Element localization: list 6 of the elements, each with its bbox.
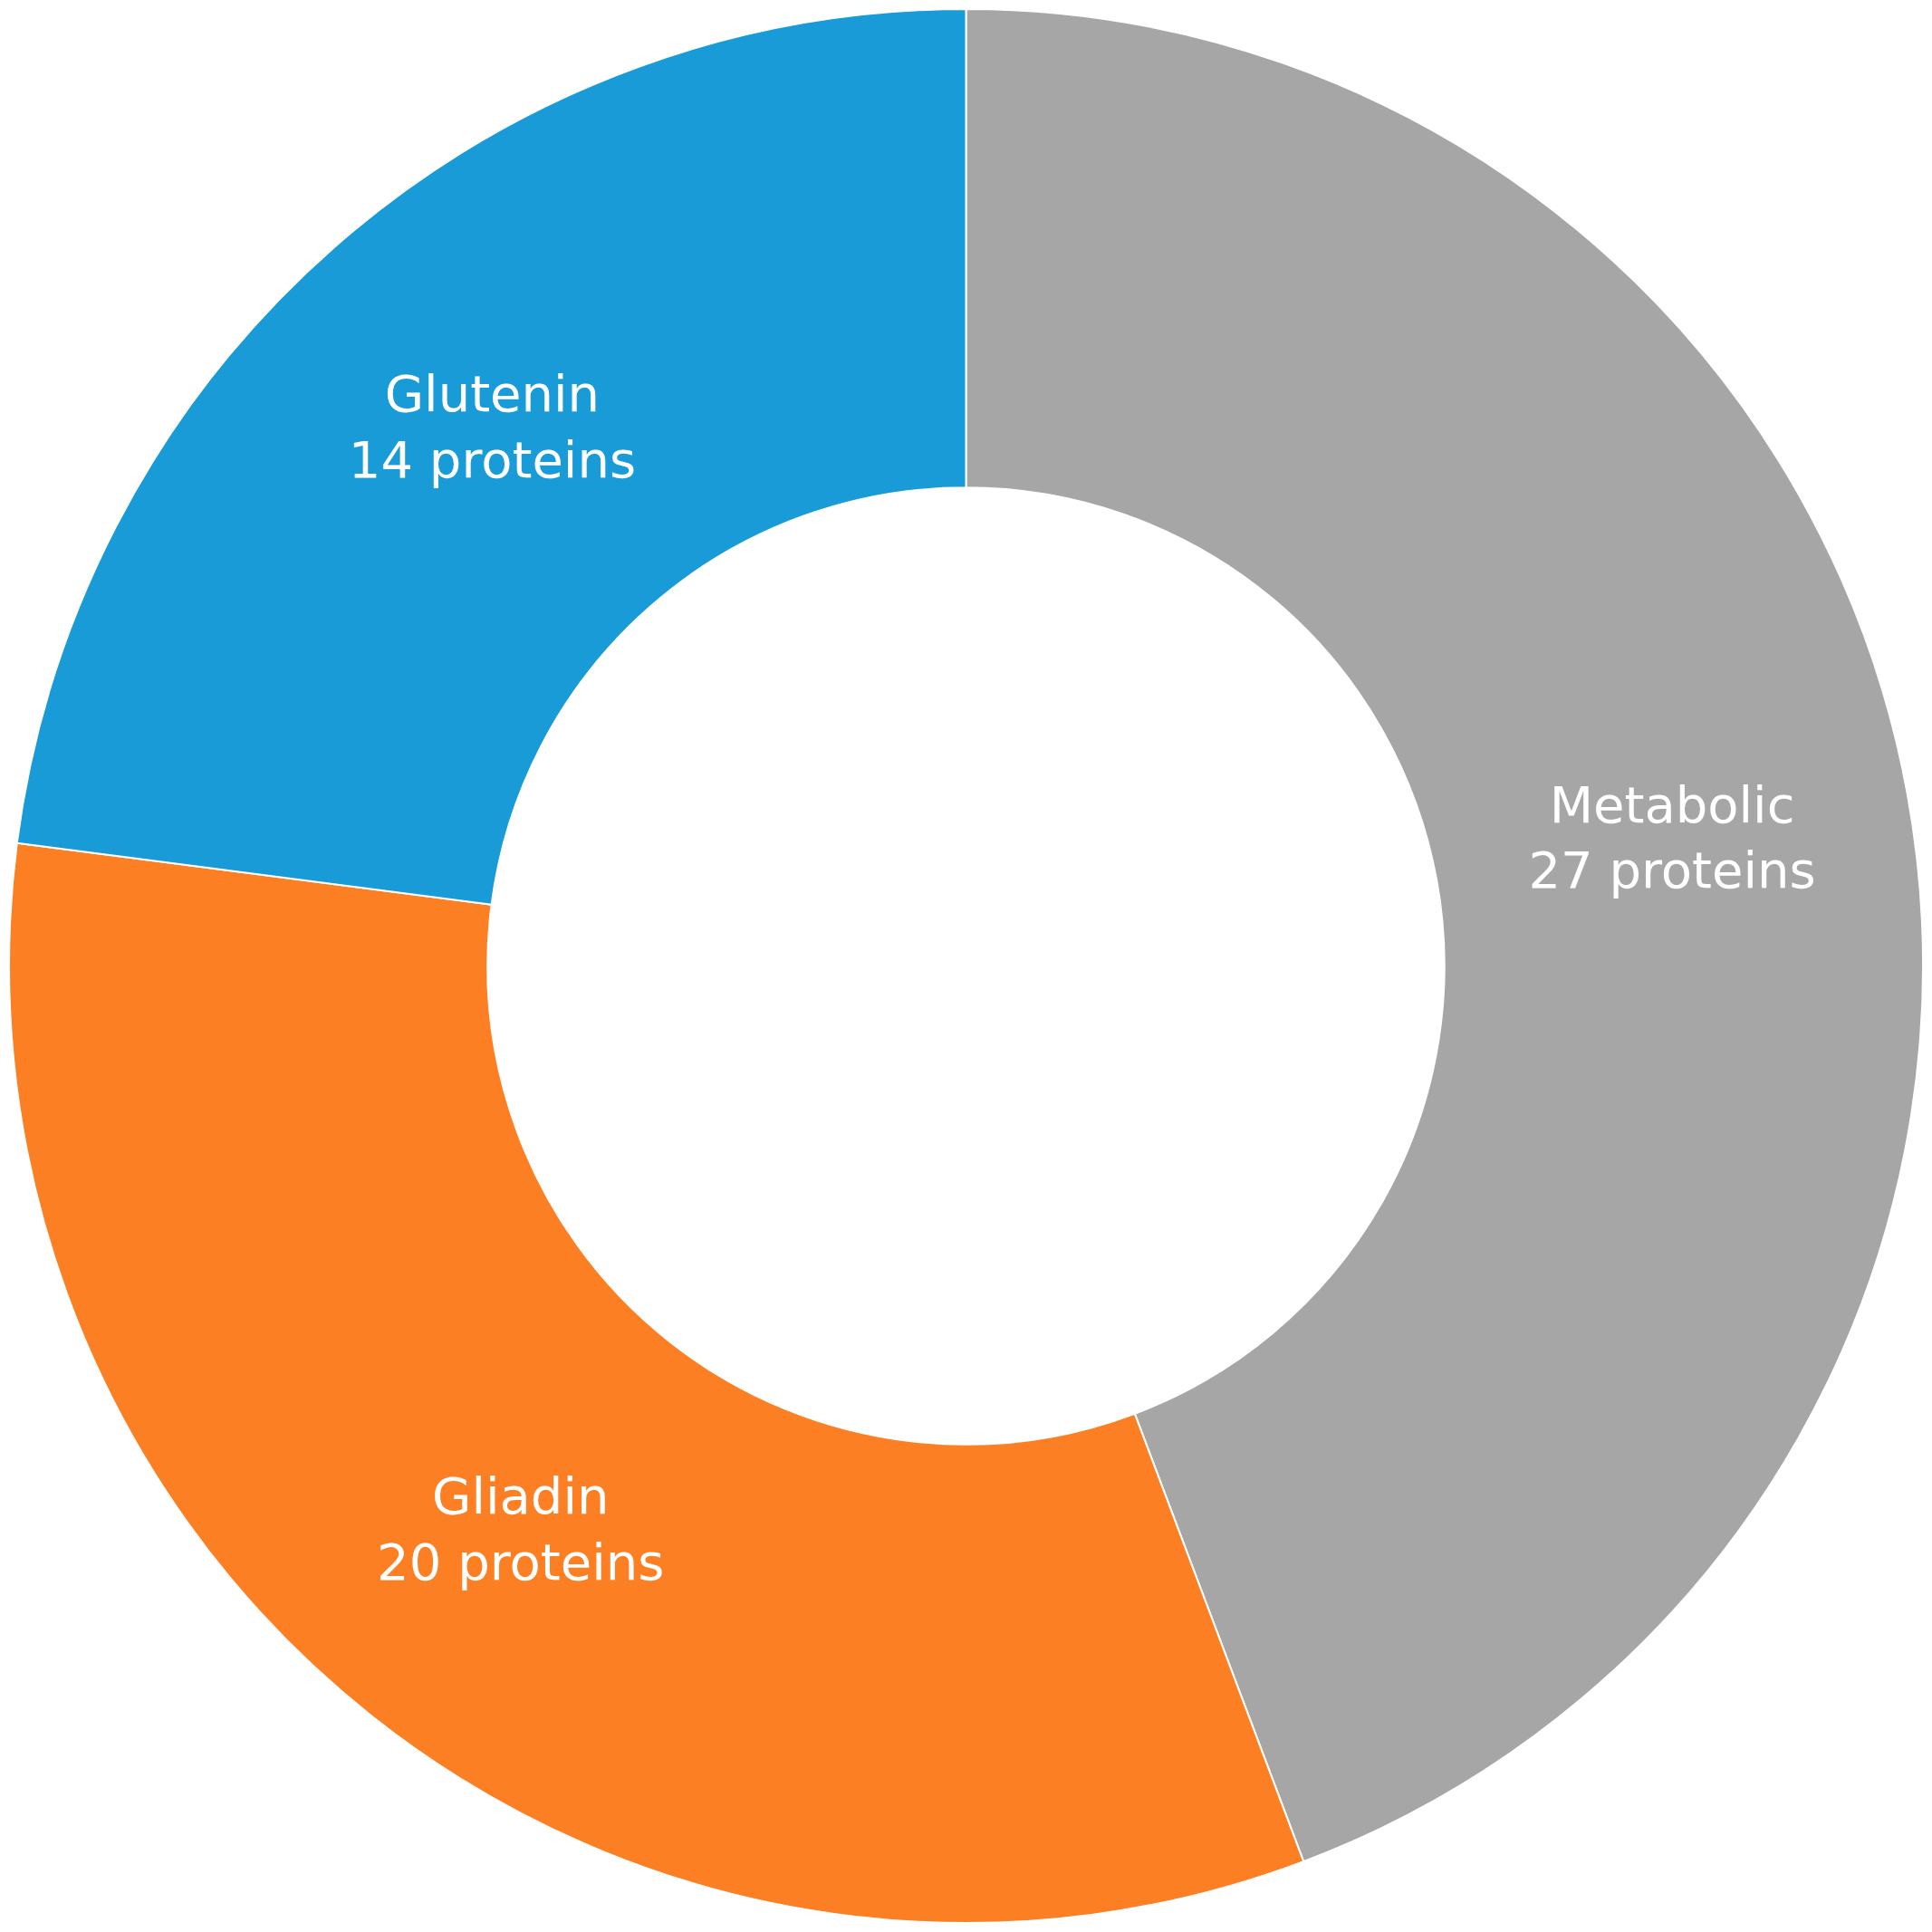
data-label: 27 proteins [1528,841,1816,900]
data-label: 14 proteins [348,430,637,490]
slice-label: Metabolic [1549,774,1795,834]
slice-label: Gliadin [432,1466,610,1525]
slice-label: Glutenin [384,364,601,424]
data-label: 20 proteins [377,1532,665,1591]
